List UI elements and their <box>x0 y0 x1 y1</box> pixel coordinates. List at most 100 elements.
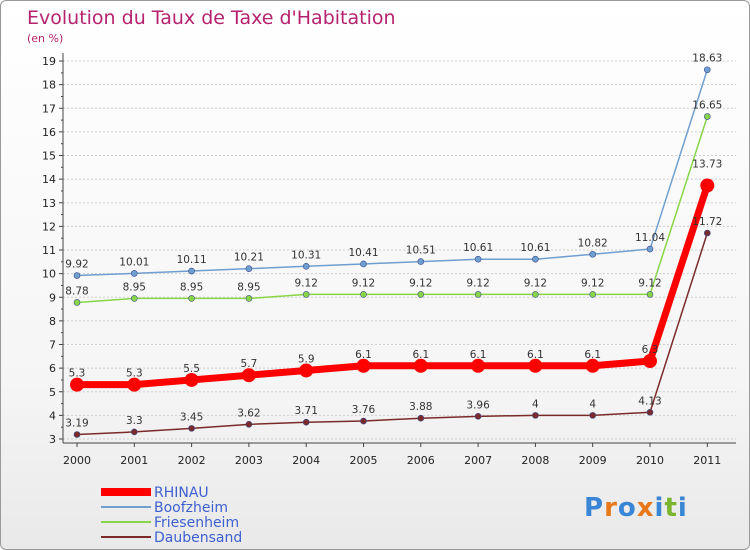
legend-label: Boofzheim <box>154 500 228 516</box>
data-label: 4 <box>532 398 539 410</box>
data-label: 10.61 <box>520 242 550 254</box>
data-label: 10.11 <box>177 254 207 266</box>
data-point <box>241 368 256 383</box>
y-tick-label: 18 <box>42 79 56 92</box>
data-point <box>589 291 597 298</box>
data-point <box>532 412 539 419</box>
data-point <box>700 178 715 193</box>
x-tick-label: 2003 <box>235 454 263 467</box>
data-point <box>417 258 425 265</box>
data-label: 9.12 <box>581 277 604 289</box>
data-label: 9.12 <box>466 277 489 289</box>
series-line <box>77 184 711 389</box>
data-point <box>188 425 195 432</box>
x-tick-label: 2002 <box>178 454 206 467</box>
y-tick-label: 17 <box>42 102 56 115</box>
data-label: 3.76 <box>352 404 376 416</box>
series-line <box>76 69 709 277</box>
data-label: 8.78 <box>65 285 88 297</box>
series-rhinau <box>70 178 715 392</box>
data-point <box>245 265 253 272</box>
data-label: 18.63 <box>692 53 722 65</box>
data-label: 10.82 <box>578 237 608 249</box>
data-point <box>127 377 142 392</box>
data-point <box>188 267 195 275</box>
x-tick-label: 2008 <box>521 454 549 467</box>
y-tick-label: 11 <box>42 244 56 257</box>
y-tick-label: 15 <box>42 150 56 163</box>
data-point <box>703 66 711 74</box>
series-line <box>76 232 709 436</box>
legend-label: RHINAU <box>154 485 209 501</box>
legend-label: Friesenheim <box>154 515 239 531</box>
x-tick-label: 2010 <box>636 454 664 467</box>
logo-letter: x <box>636 493 655 523</box>
data-point <box>73 272 81 279</box>
data-point <box>131 428 138 436</box>
series-line <box>76 116 709 304</box>
data-point <box>245 421 253 428</box>
series-daubensand <box>73 229 711 438</box>
data-label: 5.3 <box>69 368 86 380</box>
data-point <box>413 358 428 373</box>
data-point <box>417 414 425 422</box>
y-tick-label: 4 <box>49 409 56 422</box>
logo-letter: r <box>604 493 618 523</box>
data-label: 6.3 <box>642 344 659 356</box>
data-label: 6.1 <box>527 349 544 361</box>
data-point <box>532 291 539 298</box>
data-point <box>703 229 711 237</box>
data-label: 3.62 <box>237 407 260 419</box>
data-label: 3.71 <box>295 405 318 417</box>
data-label: 11.72 <box>692 216 722 228</box>
x-tick-label: 2000 <box>63 454 91 467</box>
y-tick-label: 3 <box>49 433 56 446</box>
y-tick-label: 19 <box>42 55 56 68</box>
data-label: 5.9 <box>298 353 315 365</box>
data-label: 9.12 <box>295 277 318 289</box>
data-label: 6.1 <box>412 349 429 361</box>
data-label: 9.12 <box>352 277 375 289</box>
data-point <box>471 358 486 373</box>
data-point <box>188 295 195 302</box>
data-point <box>589 412 597 419</box>
logo-letter: t <box>664 493 678 523</box>
logo-letter: i <box>654 493 665 523</box>
data-point <box>356 358 371 373</box>
data-point <box>131 270 138 277</box>
chart-title: Evolution du Taux de Taxe d'Habitation <box>27 7 396 29</box>
data-label: 9.12 <box>409 277 432 289</box>
data-point <box>70 377 84 392</box>
data-point <box>302 263 310 270</box>
data-point <box>184 372 199 387</box>
x-tick-label: 2011 <box>693 454 721 467</box>
data-label: 4.13 <box>638 395 661 407</box>
data-label: 4 <box>589 398 596 410</box>
data-label: 6.1 <box>355 349 372 361</box>
data-label: 3.88 <box>409 401 432 413</box>
data-label: 3.3 <box>126 415 143 427</box>
x-tick-label: 2006 <box>407 454 435 467</box>
data-label: 3.45 <box>180 411 203 423</box>
logo-letter: i <box>677 493 688 523</box>
data-label: 8.95 <box>237 281 260 293</box>
data-label: 10.21 <box>234 252 264 264</box>
data-label: 9.12 <box>638 277 661 289</box>
data-point <box>360 291 367 298</box>
data-label: 9.12 <box>524 277 547 289</box>
data-label: 13.73 <box>692 159 722 171</box>
data-point <box>474 413 482 420</box>
data-point <box>299 363 314 378</box>
data-point <box>73 431 81 438</box>
data-point <box>302 291 310 298</box>
data-point <box>646 409 654 416</box>
data-point <box>73 299 81 306</box>
data-label: 8.95 <box>123 281 146 293</box>
data-label: 9.92 <box>65 259 88 271</box>
y-tick-label: 5 <box>49 386 56 399</box>
logo-letter: o <box>617 493 637 523</box>
data-point <box>474 255 482 263</box>
x-tick-label: 2009 <box>579 454 607 467</box>
